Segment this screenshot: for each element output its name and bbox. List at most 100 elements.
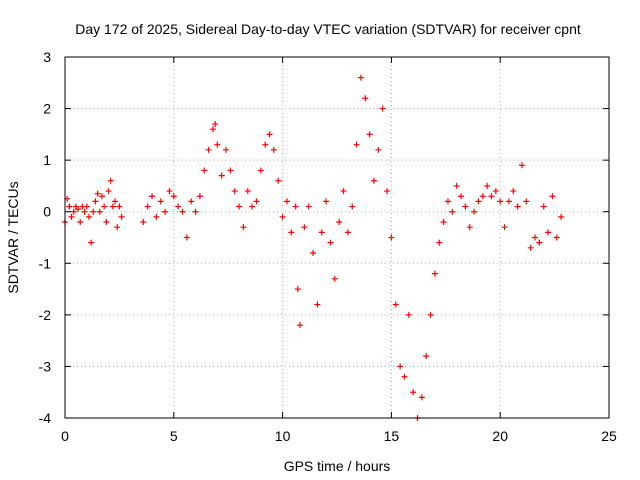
y-tick-label: -1	[39, 255, 52, 271]
data-point	[553, 234, 560, 241]
data-point	[540, 203, 547, 210]
data-point	[257, 167, 264, 174]
data-point	[336, 219, 343, 226]
data-point	[77, 219, 84, 226]
data-point	[344, 229, 351, 236]
data-point	[505, 198, 512, 205]
data-point	[423, 353, 430, 360]
y-tick-label: -2	[39, 307, 52, 323]
data-point	[175, 203, 182, 210]
data-point	[244, 188, 251, 195]
data-point	[301, 224, 308, 231]
data-point	[144, 203, 151, 210]
data-point	[275, 177, 282, 184]
x-tick-label: 20	[492, 428, 508, 444]
data-point	[462, 203, 469, 210]
data-point	[112, 198, 119, 205]
data-point	[379, 105, 386, 112]
data-point	[94, 190, 101, 197]
data-point	[440, 219, 447, 226]
data-point	[349, 203, 356, 210]
data-point	[370, 177, 377, 184]
data-point	[262, 141, 269, 148]
data-point	[466, 224, 473, 231]
chart-title: Day 172 of 2025, Sidereal Day-to-day VTE…	[75, 21, 581, 37]
axes: 0 5 10 15 20 25 -4 -3 -2 -1 0 1 2 3	[39, 49, 617, 444]
plot-frame	[64, 56, 610, 419]
data-point	[223, 146, 230, 153]
data-point	[83, 203, 90, 210]
data-point	[297, 322, 304, 329]
data-point	[88, 239, 95, 246]
data-point	[549, 193, 556, 200]
x-tick-label: 10	[275, 428, 291, 444]
data-point	[514, 203, 521, 210]
data-point	[362, 95, 369, 102]
data-point	[240, 224, 247, 231]
data-point	[183, 234, 190, 241]
data-point	[101, 203, 108, 210]
data-point	[201, 167, 208, 174]
data-point	[209, 126, 216, 133]
data-point	[192, 208, 199, 215]
data-point	[536, 239, 543, 246]
data-point	[212, 121, 219, 128]
y-tick-label: 2	[43, 101, 51, 117]
data-point	[327, 239, 334, 246]
data-point	[196, 193, 203, 200]
data-point	[85, 213, 92, 220]
x-tick-label: 0	[61, 428, 69, 444]
data-point	[366, 131, 373, 138]
data-point	[453, 182, 460, 189]
x-tick-label: 15	[384, 428, 400, 444]
data-point	[427, 311, 434, 318]
data-point	[279, 213, 286, 220]
y-tick-label: 1	[43, 152, 51, 168]
data-point	[70, 208, 77, 215]
data-point	[118, 213, 125, 220]
data-point	[227, 167, 234, 174]
data-point	[92, 198, 99, 205]
data-point	[558, 213, 565, 220]
data-point	[523, 198, 530, 205]
data-point	[518, 162, 525, 169]
data-point	[471, 208, 478, 215]
data-point	[384, 188, 391, 195]
data-point	[114, 224, 121, 231]
data-point	[484, 182, 491, 189]
data-point	[388, 234, 395, 241]
data-point	[510, 188, 517, 195]
data-point	[527, 244, 534, 251]
data-point	[170, 193, 177, 200]
data-point	[75, 206, 82, 213]
data-point	[98, 193, 105, 200]
data-point	[68, 213, 75, 220]
x-axis-label: GPS time / hours	[284, 458, 391, 474]
data-point	[405, 311, 412, 318]
data-point	[488, 193, 495, 200]
data-point	[153, 213, 160, 220]
grid	[65, 57, 609, 418]
data-point	[253, 198, 260, 205]
data-point	[310, 249, 317, 256]
data-point	[401, 373, 408, 380]
data-point	[340, 188, 347, 195]
data-point	[283, 198, 290, 205]
data-point	[392, 301, 399, 308]
data-point	[545, 229, 552, 236]
data-point	[109, 203, 116, 210]
data-point	[266, 131, 273, 138]
data-point	[294, 286, 301, 293]
data-point	[353, 141, 360, 148]
data-point	[249, 203, 256, 210]
data-point	[166, 188, 173, 195]
data-point	[179, 208, 186, 215]
data-point	[305, 203, 312, 210]
data-point	[449, 208, 456, 215]
data-point	[107, 177, 114, 184]
data-point	[532, 234, 539, 241]
data-point	[270, 146, 277, 153]
data-point	[431, 270, 438, 277]
